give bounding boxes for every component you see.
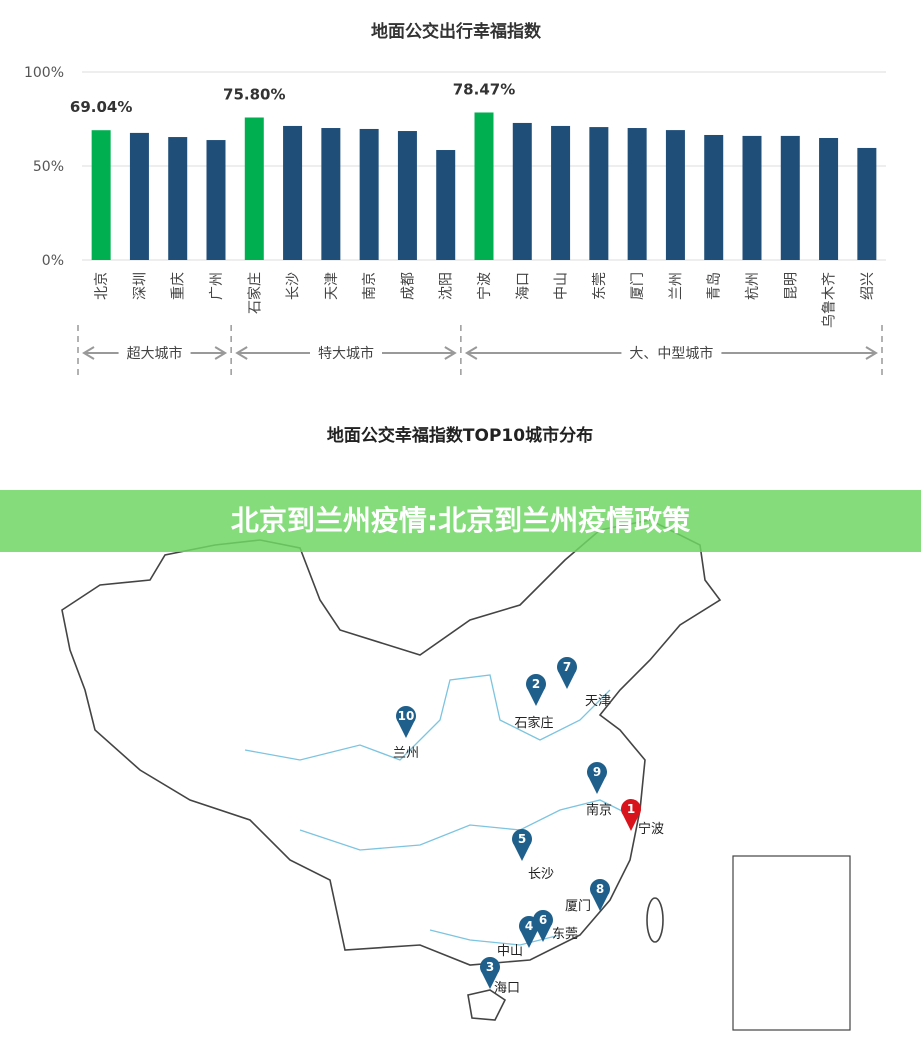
x-tick-label: 中山 xyxy=(554,272,570,300)
pin-rank: 4 xyxy=(525,919,533,933)
city-label: 天津 xyxy=(585,694,611,709)
pin-rank: 5 xyxy=(518,832,526,846)
bar xyxy=(857,147,877,260)
country-outline xyxy=(61,519,722,966)
bar xyxy=(780,135,800,260)
bar xyxy=(244,117,264,260)
pin-rank: 3 xyxy=(486,960,494,974)
bar xyxy=(321,128,341,260)
taiwan xyxy=(646,897,664,943)
x-tick-label: 乌鲁木齐 xyxy=(822,272,838,328)
bar xyxy=(129,132,149,260)
x-tick-label: 宁波 xyxy=(476,272,493,300)
pin-rank: 8 xyxy=(596,882,604,896)
map-pin xyxy=(557,657,577,689)
river xyxy=(429,929,561,946)
x-tick-label: 沈阳 xyxy=(439,272,455,300)
x-tick-label: 昆明 xyxy=(783,272,799,300)
pin-rank: 1 xyxy=(627,802,635,816)
arrow-head xyxy=(82,346,95,360)
city-label: 中山 xyxy=(497,944,523,959)
city-label: 长沙 xyxy=(528,867,554,882)
bar xyxy=(742,135,762,260)
arrow-head xyxy=(865,346,878,360)
map-pin xyxy=(587,762,607,794)
pin-rank: 9 xyxy=(593,765,601,779)
x-tick-label: 广州 xyxy=(209,272,225,300)
x-tick-label: 海口 xyxy=(515,272,531,300)
bar xyxy=(206,140,226,260)
map-pin xyxy=(396,706,416,738)
map-pin xyxy=(621,798,641,831)
pin-rank: 10 xyxy=(398,709,415,723)
arrow-head xyxy=(464,346,478,360)
inset-box xyxy=(732,855,851,1031)
map-title: 地面公交幸福指数TOP10城市分布 xyxy=(327,425,593,446)
city-label: 海口 xyxy=(494,981,520,996)
data-label: 78.47% xyxy=(453,80,515,98)
bar xyxy=(359,128,379,260)
pin-rank: 7 xyxy=(563,660,571,674)
city-label: 兰州 xyxy=(393,746,419,761)
bar xyxy=(589,127,609,260)
x-tick-label: 成都 xyxy=(400,272,416,300)
bar xyxy=(512,122,532,260)
group-label: 特大城市 xyxy=(318,345,374,362)
city-label: 东莞 xyxy=(552,927,578,942)
banner: 北京到兰州疫情:北京到兰州疫情政策 xyxy=(0,490,921,552)
bar xyxy=(665,130,685,260)
map-pin xyxy=(511,829,532,861)
city-label: 宁波 xyxy=(638,821,664,837)
group-label: 大、中型城市 xyxy=(629,345,713,362)
pin-rank: 6 xyxy=(539,913,547,927)
bar xyxy=(397,131,417,260)
pin-rank: 2 xyxy=(532,677,540,691)
arrow-head xyxy=(235,346,248,360)
city-label: 厦门 xyxy=(565,899,591,914)
x-tick-label: 东莞 xyxy=(592,272,608,300)
x-tick-label: 深圳 xyxy=(132,272,148,300)
map xyxy=(61,519,851,1031)
chart-title: 地面公交出行幸福指数 xyxy=(371,21,542,42)
arrow-head xyxy=(444,346,457,360)
river xyxy=(244,674,611,761)
x-tick-label: 厦门 xyxy=(630,272,646,300)
bar xyxy=(436,150,456,260)
x-tick-label: 北京 xyxy=(94,272,110,300)
x-tick-label: 兰州 xyxy=(668,272,684,300)
data-label: 69.04% xyxy=(70,98,132,116)
y-tick-label: 50% xyxy=(33,159,64,175)
map-pin xyxy=(526,674,546,706)
x-tick-label: 重庆 xyxy=(171,272,187,300)
map-pin xyxy=(590,879,610,911)
x-tick-label: 天津 xyxy=(324,272,340,300)
y-tick-label: 100% xyxy=(24,65,64,81)
bar xyxy=(819,137,839,260)
x-tick-label: 杭州 xyxy=(745,272,761,300)
bar xyxy=(91,130,111,260)
river xyxy=(299,799,631,851)
bar xyxy=(551,125,571,261)
x-tick-label: 绍兴 xyxy=(860,272,876,300)
group-label: 超大城市 xyxy=(127,345,183,362)
city-label: 石家庄 xyxy=(514,715,553,731)
map-pin xyxy=(533,910,553,942)
x-tick-label: 南京 xyxy=(362,272,378,300)
x-tick-label: 长沙 xyxy=(286,272,302,300)
data-label: 75.80% xyxy=(223,85,285,103)
arrow-head xyxy=(214,346,228,360)
x-tick-label: 青岛 xyxy=(707,272,723,300)
hainan xyxy=(467,989,507,1021)
bar xyxy=(474,112,494,260)
bar xyxy=(283,125,303,261)
bar xyxy=(704,134,724,260)
bar xyxy=(627,128,647,260)
bar xyxy=(168,137,188,260)
y-tick-label: 0% xyxy=(42,253,64,269)
city-label: 南京 xyxy=(586,802,612,818)
map-pin xyxy=(479,957,500,989)
x-tick-label: 石家庄 xyxy=(246,272,263,314)
